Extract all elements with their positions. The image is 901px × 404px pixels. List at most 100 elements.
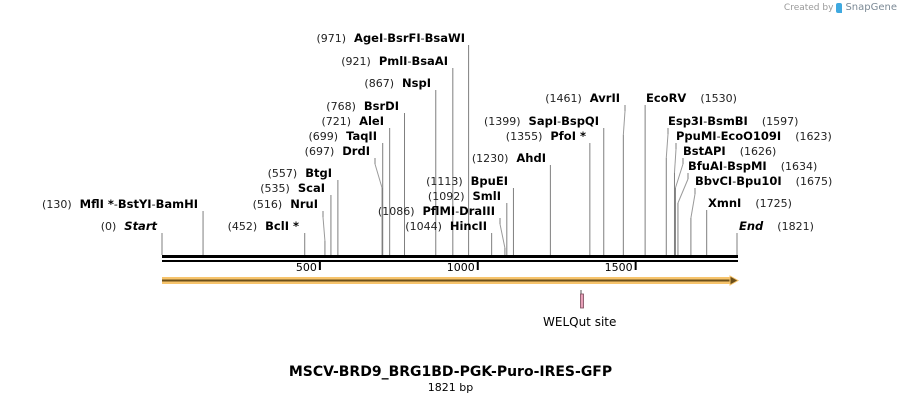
- separator: -: [723, 160, 727, 173]
- separator: -: [703, 115, 707, 128]
- enzyme-name: EcoO109I: [721, 129, 782, 143]
- orf-arrow[interactable]: [162, 275, 740, 286]
- enzyme-name: BsrDI: [364, 99, 399, 113]
- site-label-xmni[interactable]: XmnI (1725): [708, 196, 792, 210]
- site-position: (1092): [428, 190, 465, 203]
- enzyme-name: AgeI: [354, 31, 383, 45]
- enzyme-name: PflMI: [423, 204, 456, 218]
- enzyme-name: XmnI: [708, 196, 741, 210]
- enzyme-name: MflI *: [80, 197, 114, 211]
- snapgene-credit: Created by SnapGene: [784, 2, 897, 13]
- site-label-start[interactable]: (0) Start: [101, 219, 158, 233]
- site-position: (1725): [755, 197, 792, 210]
- site-label-drdi[interactable]: (697) DrdI: [305, 144, 370, 158]
- separator: -: [717, 130, 721, 143]
- site-label-avrii[interactable]: (1461) AvrII: [545, 91, 620, 105]
- tick-500: 500: [296, 261, 321, 274]
- enzyme-name: Esp3I: [668, 114, 703, 128]
- site-label-ahdi[interactable]: (1230) AhdI: [472, 151, 546, 165]
- enzyme-name: AhdI: [516, 151, 546, 165]
- site-label-bpuei[interactable]: (1113) BpuEI: [426, 174, 508, 188]
- enzyme-name: ScaI: [298, 181, 325, 195]
- site-label-bstapi[interactable]: BstAPI (1626): [683, 144, 776, 158]
- site-label-btgi[interactable]: (557) BtgI: [268, 166, 332, 180]
- site-label-smli[interactable]: (1092) SmlI: [428, 189, 501, 203]
- site-label-bbvci[interactable]: BbvCI - Bpu10I (1675): [695, 174, 832, 188]
- site-label-bfuai[interactable]: BfuAI - BspMI (1634): [688, 159, 817, 173]
- separator: -: [421, 32, 425, 45]
- enzyme-name: BspQI: [561, 114, 599, 128]
- enzyme-name: TaqII: [346, 129, 377, 143]
- site-label-nspi[interactable]: (867) NspI: [364, 76, 431, 90]
- separator: -: [557, 115, 561, 128]
- site-position: (0): [101, 220, 117, 233]
- site-position: (1634): [781, 160, 818, 173]
- site-position: (557): [268, 167, 298, 180]
- site-label-scai[interactable]: (535) ScaI: [260, 181, 325, 195]
- enzyme-name: DrdI: [342, 144, 370, 158]
- site-position: (1086): [378, 205, 415, 218]
- site-position: (1675): [796, 175, 833, 188]
- site-position: (1623): [795, 130, 832, 143]
- site-position: (921): [341, 55, 371, 68]
- enzyme-name: PmlI: [379, 54, 408, 68]
- separator: -: [732, 175, 736, 188]
- enzyme-name: EcoRV: [646, 91, 686, 105]
- separator: -: [152, 198, 156, 211]
- welqut-site-marker[interactable]: [580, 290, 584, 309]
- credit-brand: SnapGene: [845, 2, 897, 13]
- enzyme-name: End: [739, 219, 764, 233]
- enzyme-name: PfoI *: [550, 129, 586, 143]
- site-label-esp3i[interactable]: Esp3I - BsmBI (1597): [668, 114, 798, 128]
- site-label-pflmi[interactable]: (1086) PflMI - DraIII: [378, 204, 495, 218]
- enzyme-name: BsrFI: [387, 31, 420, 45]
- site-label-alei[interactable]: (721) AleI: [321, 114, 384, 128]
- site-position: (1461): [545, 92, 582, 105]
- sequence-name: MSCV-BRD9_BRG1BD-PGK-Puro-IRES-GFP: [288, 364, 613, 380]
- site-labels: (971) AgeI - BsrFI - BsaWI (921) PmlI - Bsa…: [42, 31, 832, 233]
- enzyme-name: BclI *: [265, 219, 299, 233]
- site-position: (516): [253, 198, 283, 211]
- enzyme-name: Start: [124, 219, 157, 233]
- svg-text:500: 500: [296, 261, 317, 274]
- site-position: (1399): [484, 115, 521, 128]
- site-label-bsrdi[interactable]: (768) BsrDI: [326, 99, 399, 113]
- enzyme-name: BtgI: [305, 166, 332, 180]
- enzyme-name: BsaAI: [411, 54, 448, 68]
- tick-1000: 1000: [447, 261, 479, 274]
- enzyme-name: SapI: [529, 114, 558, 128]
- enzyme-name: BamHI: [156, 197, 198, 211]
- site-label-pmli[interactable]: (921) PmlI - BsaAI: [341, 54, 448, 68]
- separator: -: [383, 32, 387, 45]
- site-position: (1626): [740, 145, 777, 158]
- enzyme-name: HincII: [450, 219, 487, 233]
- enzyme-name: BstAPI: [683, 144, 726, 158]
- enzyme-name: DraIII: [459, 204, 495, 218]
- enzyme-name: NruI: [290, 197, 318, 211]
- enzyme-name: BspMI: [727, 159, 767, 173]
- site-label-ppumi[interactable]: PpuMI - EcoO109I (1623): [676, 129, 832, 143]
- site-label-agei[interactable]: (971) AgeI - BsrFI - BsaWI: [316, 31, 465, 45]
- sequence-length: 1821 bp: [427, 381, 474, 394]
- site-label-pfoi[interactable]: (1355) PfoI *: [506, 129, 586, 143]
- site-position: (1530): [700, 92, 737, 105]
- site-label-mfli[interactable]: (130) MflI * - BstYI - BamHI: [42, 197, 198, 211]
- site-position: (768): [326, 100, 356, 113]
- site-label-end[interactable]: End (1821): [739, 219, 814, 233]
- site-label-bcli[interactable]: (452) BclI *: [228, 219, 299, 233]
- site-label-hincii[interactable]: (1044) HincII: [405, 219, 487, 233]
- site-label-taqii[interactable]: (699) TaqII: [308, 129, 377, 143]
- site-lines: [161, 45, 738, 255]
- site-label-sapi[interactable]: (1399) SapI - BspQI: [484, 114, 599, 128]
- separator: -: [407, 55, 411, 68]
- enzyme-name: BpuEI: [471, 174, 508, 188]
- site-label-ecorv[interactable]: EcoRV (1530): [646, 91, 737, 105]
- enzyme-name: BsaWI: [425, 31, 465, 45]
- tick-1500: 1500: [605, 261, 637, 274]
- enzyme-name: BstYI: [118, 197, 152, 211]
- separator: -: [455, 205, 459, 218]
- site-label-nrui[interactable]: (516) NruI: [253, 197, 318, 211]
- enzyme-name: BbvCI: [695, 174, 732, 188]
- enzyme-name: AleI: [359, 114, 384, 128]
- enzyme-name: BsmBI: [707, 114, 748, 128]
